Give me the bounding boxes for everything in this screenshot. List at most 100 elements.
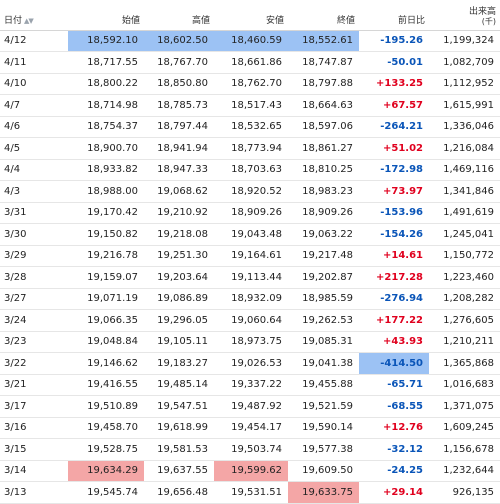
table-row[interactable]: 3/17 19,510.89 19,547.51 19,487.92 19,521.59… (0, 395, 500, 418)
cell-close: 19,577.38 (288, 438, 359, 461)
cell-high: 19,618.99 (144, 417, 214, 439)
table-row[interactable]: 4/5 18,900.70 18,941.94 18,773.94 18,861.27 +… (0, 137, 500, 160)
cell-change: +29.14 (359, 481, 429, 504)
cell-volume: 1,150,772 (429, 245, 500, 267)
cell-date: 3/13 (0, 481, 68, 504)
cell-low: 19,487.92 (214, 395, 288, 418)
table-body: 4/12 18,592.10 18,602.50 18,460.59 18,552.61… (0, 30, 500, 504)
cell-date: 3/29 (0, 245, 68, 267)
cell-volume: 1,245,041 (429, 223, 500, 246)
table-row[interactable]: 3/30 19,150.82 19,218.08 19,043.48 19,063.22… (0, 223, 500, 246)
column-header-volume[interactable]: 出来高 (千) (429, 0, 500, 31)
cell-open: 18,714.98 (68, 94, 144, 117)
table-row[interactable]: 3/23 19,048.84 19,105.11 18,973.75 19,085.31… (0, 331, 500, 353)
column-header-close[interactable]: 終値 (288, 0, 359, 31)
cell-volume: 1,199,324 (429, 30, 500, 52)
cell-change: -68.55 (359, 395, 429, 418)
cell-high: 18,785.73 (144, 94, 214, 117)
cell-high: 19,068.62 (144, 180, 214, 203)
cell-close: 19,085.31 (288, 331, 359, 353)
cell-high: 18,797.44 (144, 116, 214, 138)
table-row[interactable]: 4/12 18,592.10 18,602.50 18,460.59 18,552.61… (0, 30, 500, 52)
table-row[interactable]: 3/15 19,528.75 19,581.53 19,503.74 19,577.38… (0, 438, 500, 461)
cell-change: +73.97 (359, 180, 429, 203)
cell-low: 18,920.52 (214, 180, 288, 203)
cell-high: 19,210.92 (144, 202, 214, 224)
table-row[interactable]: 4/7 18,714.98 18,785.73 18,517.43 18,664.63 +… (0, 94, 500, 117)
cell-close: 18,664.63 (288, 94, 359, 117)
cell-change: -195.26 (359, 30, 429, 52)
cell-volume: 1,491,619 (429, 202, 500, 224)
cell-volume: 1,208,282 (429, 288, 500, 310)
cell-volume: 926,135 (429, 481, 500, 504)
cell-change: +133.25 (359, 73, 429, 95)
cell-close: 19,041.38 (288, 352, 359, 375)
cell-high: 19,218.08 (144, 223, 214, 246)
column-header-open[interactable]: 始値 (68, 0, 144, 31)
cell-open: 18,592.10 (68, 30, 144, 52)
table-row[interactable]: 3/16 19,458.70 19,618.99 19,454.17 19,590.14… (0, 417, 500, 439)
cell-open: 19,216.78 (68, 245, 144, 267)
cell-low: 19,164.61 (214, 245, 288, 267)
table-row[interactable]: 3/14 19,634.29 19,637.55 19,599.62 19,609.50… (0, 460, 500, 482)
cell-change: -24.25 (359, 460, 429, 482)
table-row[interactable]: 3/22 19,146.62 19,183.27 19,026.53 19,041.38… (0, 352, 500, 375)
table-row[interactable]: 3/31 19,170.42 19,210.92 18,909.26 18,909.26… (0, 202, 500, 224)
table-row[interactable]: 4/3 18,988.00 19,068.62 18,920.52 18,983.23 +… (0, 180, 500, 203)
table-row[interactable]: 4/10 18,800.22 18,850.80 18,762.70 18,797.88… (0, 73, 500, 95)
cell-open: 18,800.22 (68, 73, 144, 95)
table-row[interactable]: 4/4 18,933.82 18,947.33 18,703.63 18,810.25-… (0, 159, 500, 181)
cell-low: 19,026.53 (214, 352, 288, 375)
cell-open: 18,717.55 (68, 51, 144, 74)
cell-close: 18,909.26 (288, 202, 359, 224)
table-row[interactable]: 3/24 19,066.35 19,296.05 19,060.64 19,262.53… (0, 309, 500, 332)
cell-open: 18,988.00 (68, 180, 144, 203)
cell-date: 4/7 (0, 94, 68, 117)
cell-high: 19,637.55 (144, 460, 214, 482)
cell-close: 19,633.75 (288, 481, 359, 504)
cell-date: 4/4 (0, 159, 68, 181)
table-row[interactable]: 3/13 19,545.74 19,656.48 19,531.51 19,633.75… (0, 481, 500, 504)
cell-high: 19,547.51 (144, 395, 214, 418)
cell-close: 19,262.53 (288, 309, 359, 332)
column-header-date[interactable]: 日付 ▲▼ (0, 0, 68, 31)
table-row[interactable]: 4/11 18,717.55 18,767.70 18,661.86 18,747.87… (0, 51, 500, 74)
cell-date: 4/6 (0, 116, 68, 138)
cell-change: -276.94 (359, 288, 429, 310)
cell-high: 19,203.64 (144, 266, 214, 289)
table-row[interactable]: 3/27 19,071.19 19,086.89 18,932.09 18,985.59… (0, 288, 500, 310)
table-row[interactable]: 3/21 19,416.55 19,485.14 19,337.22 19,455.88… (0, 374, 500, 396)
cell-high: 18,850.80 (144, 73, 214, 95)
column-header-high[interactable]: 高値 (144, 0, 214, 31)
cell-low: 18,973.75 (214, 331, 288, 353)
cell-low: 19,454.17 (214, 417, 288, 439)
cell-date: 3/21 (0, 374, 68, 396)
cell-date: 3/28 (0, 266, 68, 289)
cell-volume: 1,371,075 (429, 395, 500, 418)
cell-open: 18,900.70 (68, 137, 144, 160)
cell-open: 19,066.35 (68, 309, 144, 332)
cell-open: 19,416.55 (68, 374, 144, 396)
cell-open: 19,545.74 (68, 481, 144, 504)
cell-date: 3/17 (0, 395, 68, 418)
table-row[interactable]: 3/28 19,159.07 19,203.64 19,113.44 19,202.87… (0, 266, 500, 289)
column-header-low[interactable]: 安値 (214, 0, 288, 31)
sort-arrows-icon[interactable]: ▲▼ (24, 16, 34, 25)
cell-open: 19,528.75 (68, 438, 144, 461)
table-row[interactable]: 3/29 19,216.78 19,251.30 19,164.61 19,217.48… (0, 245, 500, 267)
cell-close: 18,810.25 (288, 159, 359, 181)
cell-open: 19,170.42 (68, 202, 144, 224)
cell-change: -32.12 (359, 438, 429, 461)
cell-open: 18,754.37 (68, 116, 144, 138)
cell-volume: 1,365,868 (429, 352, 500, 375)
cell-close: 19,521.59 (288, 395, 359, 418)
cell-low: 19,531.51 (214, 481, 288, 504)
cell-volume: 1,341,846 (429, 180, 500, 203)
cell-close: 18,983.23 (288, 180, 359, 203)
column-header-change[interactable]: 前日比 (359, 0, 429, 31)
cell-open: 18,933.82 (68, 159, 144, 181)
cell-change: +43.93 (359, 331, 429, 353)
cell-open: 19,458.70 (68, 417, 144, 439)
table-row[interactable]: 4/6 18,754.37 18,797.44 18,532.65 18,597.06-… (0, 116, 500, 138)
